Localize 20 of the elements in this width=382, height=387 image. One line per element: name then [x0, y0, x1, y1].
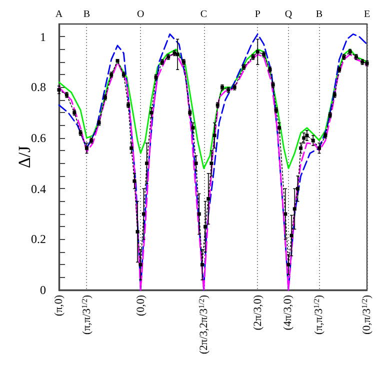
x-tick-label: (2π/3,0) — [250, 295, 265, 332]
x-tick-label: (π,0) — [52, 295, 66, 318]
text: O — [136, 8, 146, 22]
x-tick-label: (0,0) — [134, 295, 148, 318]
text: B — [82, 8, 92, 22]
x-tick-label: (4π/3,0) — [281, 295, 296, 332]
text: Q — [284, 8, 294, 22]
y-tick-label: 0 — [39, 282, 46, 298]
y-tick-label: 0.2 — [30, 231, 46, 248]
text: B — [314, 8, 324, 22]
text: E — [362, 8, 372, 22]
y-axis-title: Δ/J — [15, 145, 34, 168]
text: A — [54, 8, 64, 22]
text: C — [199, 8, 208, 22]
line-series — [58, 48, 368, 170]
text: P — [254, 8, 262, 22]
y-tick-label: 0.4 — [30, 180, 46, 197]
y-tick-label: 0.8 — [30, 79, 46, 96]
y-tick-label: 1 — [39, 28, 46, 45]
y-tick-label: 0.6 — [30, 130, 46, 146]
